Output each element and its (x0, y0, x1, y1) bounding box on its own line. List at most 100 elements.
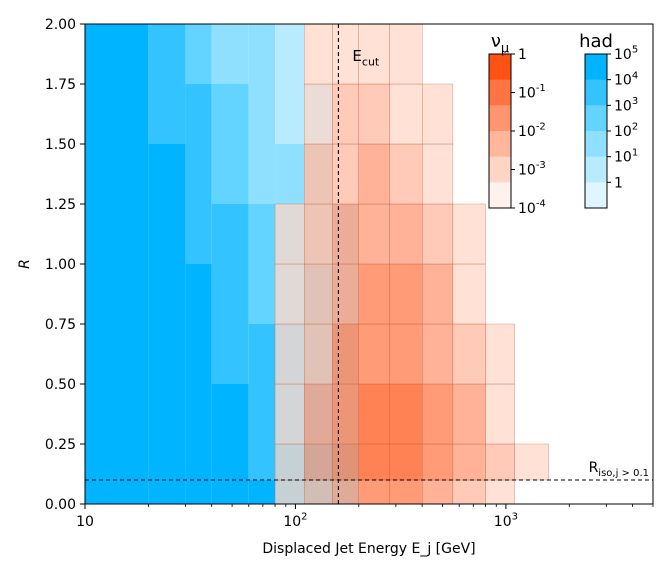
isolation-cut-label: Riso,j > 0.1 (589, 460, 649, 479)
heatmap-cell (452, 443, 486, 481)
y-tick-label: 0.25 (45, 437, 76, 453)
heatmap-cell (358, 83, 390, 145)
heatmap-cell (148, 204, 186, 264)
heatmap-cell (248, 24, 276, 84)
heatmap-cell (332, 83, 359, 145)
heatmap-cell (389, 203, 423, 265)
y-tick-label: 0.00 (45, 497, 76, 513)
heatmap-cell (452, 203, 486, 265)
heatmap-cell (248, 480, 276, 504)
y-axis-label: R (17, 259, 33, 269)
heatmap-cell (85, 384, 149, 444)
heatmap-cell (274, 383, 305, 445)
heatmap-cell (389, 143, 423, 205)
had-colorbar-segment (585, 79, 607, 106)
heatmap-cell (485, 383, 515, 445)
y-tick-label: 1.25 (45, 197, 76, 213)
numu-colorbar-label: 10-4 (518, 199, 546, 217)
had-colorbar-label: 104 (614, 70, 638, 88)
heatmap-cell (332, 263, 359, 325)
heatmap-cell (332, 443, 359, 481)
heatmap-cell (358, 143, 390, 205)
heatmap-cell (185, 264, 212, 324)
heatmap-cell (422, 443, 454, 481)
heatmap-cell (275, 24, 305, 84)
heatmap-cell (304, 143, 333, 205)
heatmap-cell (332, 203, 359, 265)
heatmap-cell (304, 24, 333, 85)
numu-colorbar-segment (489, 79, 511, 106)
heatmap-cell (274, 443, 305, 481)
heatmap-cell (485, 323, 515, 385)
heatmap-cell (275, 144, 305, 204)
axes: 10 102 103 0.00 0.25 0.50 0.75 1.00 1.25 1.50 1.75… (45, 17, 654, 530)
heatmap-cell (422, 323, 454, 385)
heatmap-cell (274, 479, 305, 504)
heatmap-cell (85, 324, 149, 384)
heatmap-cell (211, 384, 249, 444)
heatmap-cell (211, 444, 249, 480)
x-tick-label: 10 (76, 514, 94, 530)
heatmap-cell (389, 383, 423, 445)
heatmap-cell (332, 323, 359, 385)
heatmap-cell (211, 264, 249, 324)
y-tick-label: 1.00 (45, 257, 76, 273)
heatmap-cell (148, 84, 186, 144)
numu-colorbar-title: νμ (491, 31, 509, 56)
heatmap-cell (358, 24, 390, 85)
numu-colorbar-label: 10-2 (518, 122, 546, 140)
heatmap-cell (85, 84, 149, 144)
had-colorbar-segment (585, 105, 607, 132)
heatmap-cell (85, 144, 149, 204)
heatmap-cell (389, 443, 423, 481)
heatmap-cell (185, 324, 212, 384)
heatmap-cell (248, 324, 276, 384)
heatmap-cell (304, 203, 333, 265)
heatmap-cell (185, 84, 212, 144)
numu-colorbar-segment (489, 131, 511, 158)
heatmap-cell (211, 84, 249, 144)
y-tick-label: 2.00 (45, 17, 76, 33)
y-tick-label: 0.50 (45, 377, 76, 393)
heatmap-cell (211, 144, 249, 204)
heatmap-cell (248, 264, 276, 324)
y-tick-label: 0.75 (45, 317, 76, 333)
heatmap-cell (85, 264, 149, 324)
heatmap-cell (274, 323, 305, 385)
heatmap-cell (485, 479, 515, 504)
heatmap-cell (422, 143, 454, 205)
heatmap-cell (358, 443, 390, 481)
energy-cut-label: Ecut (352, 47, 380, 69)
heatmap-cell (211, 24, 249, 84)
heatmap-cell (248, 384, 276, 444)
had-colorbar-label: 105 (614, 45, 638, 63)
heatmap-cell (211, 480, 249, 504)
x-axis-label: Displaced Jet Energy E_j [GeV] (262, 541, 475, 557)
heatmap-cell (389, 83, 423, 145)
heatmap-cell (389, 263, 423, 325)
heatmap-cell (485, 443, 515, 481)
heatmap-cell (275, 84, 305, 144)
heatmap-cell (148, 384, 186, 444)
heatmap-cell (304, 263, 333, 325)
had-colorbar-segment (585, 182, 607, 209)
had-colorbar-label: 101 (614, 147, 638, 165)
heatmap-cell (332, 479, 359, 504)
heatmap-cell (274, 263, 305, 325)
heatmap-cell (185, 24, 212, 84)
heatmap-cell (332, 143, 359, 205)
y-tick-label: 1.75 (45, 77, 76, 93)
heatmap-cell (148, 444, 186, 480)
heatmap-cell (452, 263, 486, 325)
heatmap-cell (248, 204, 276, 264)
heatmap-cell (148, 24, 186, 84)
numu-colorbar-segment (489, 54, 511, 81)
heatmap-cell (389, 24, 423, 85)
x-tick-label: 102 (283, 512, 307, 530)
heatmap-cell (452, 383, 486, 445)
heatmap-cell (185, 144, 212, 204)
heatmap-cell (358, 263, 390, 325)
heatmap-cell (304, 479, 333, 504)
heatmap-cell (85, 204, 149, 264)
